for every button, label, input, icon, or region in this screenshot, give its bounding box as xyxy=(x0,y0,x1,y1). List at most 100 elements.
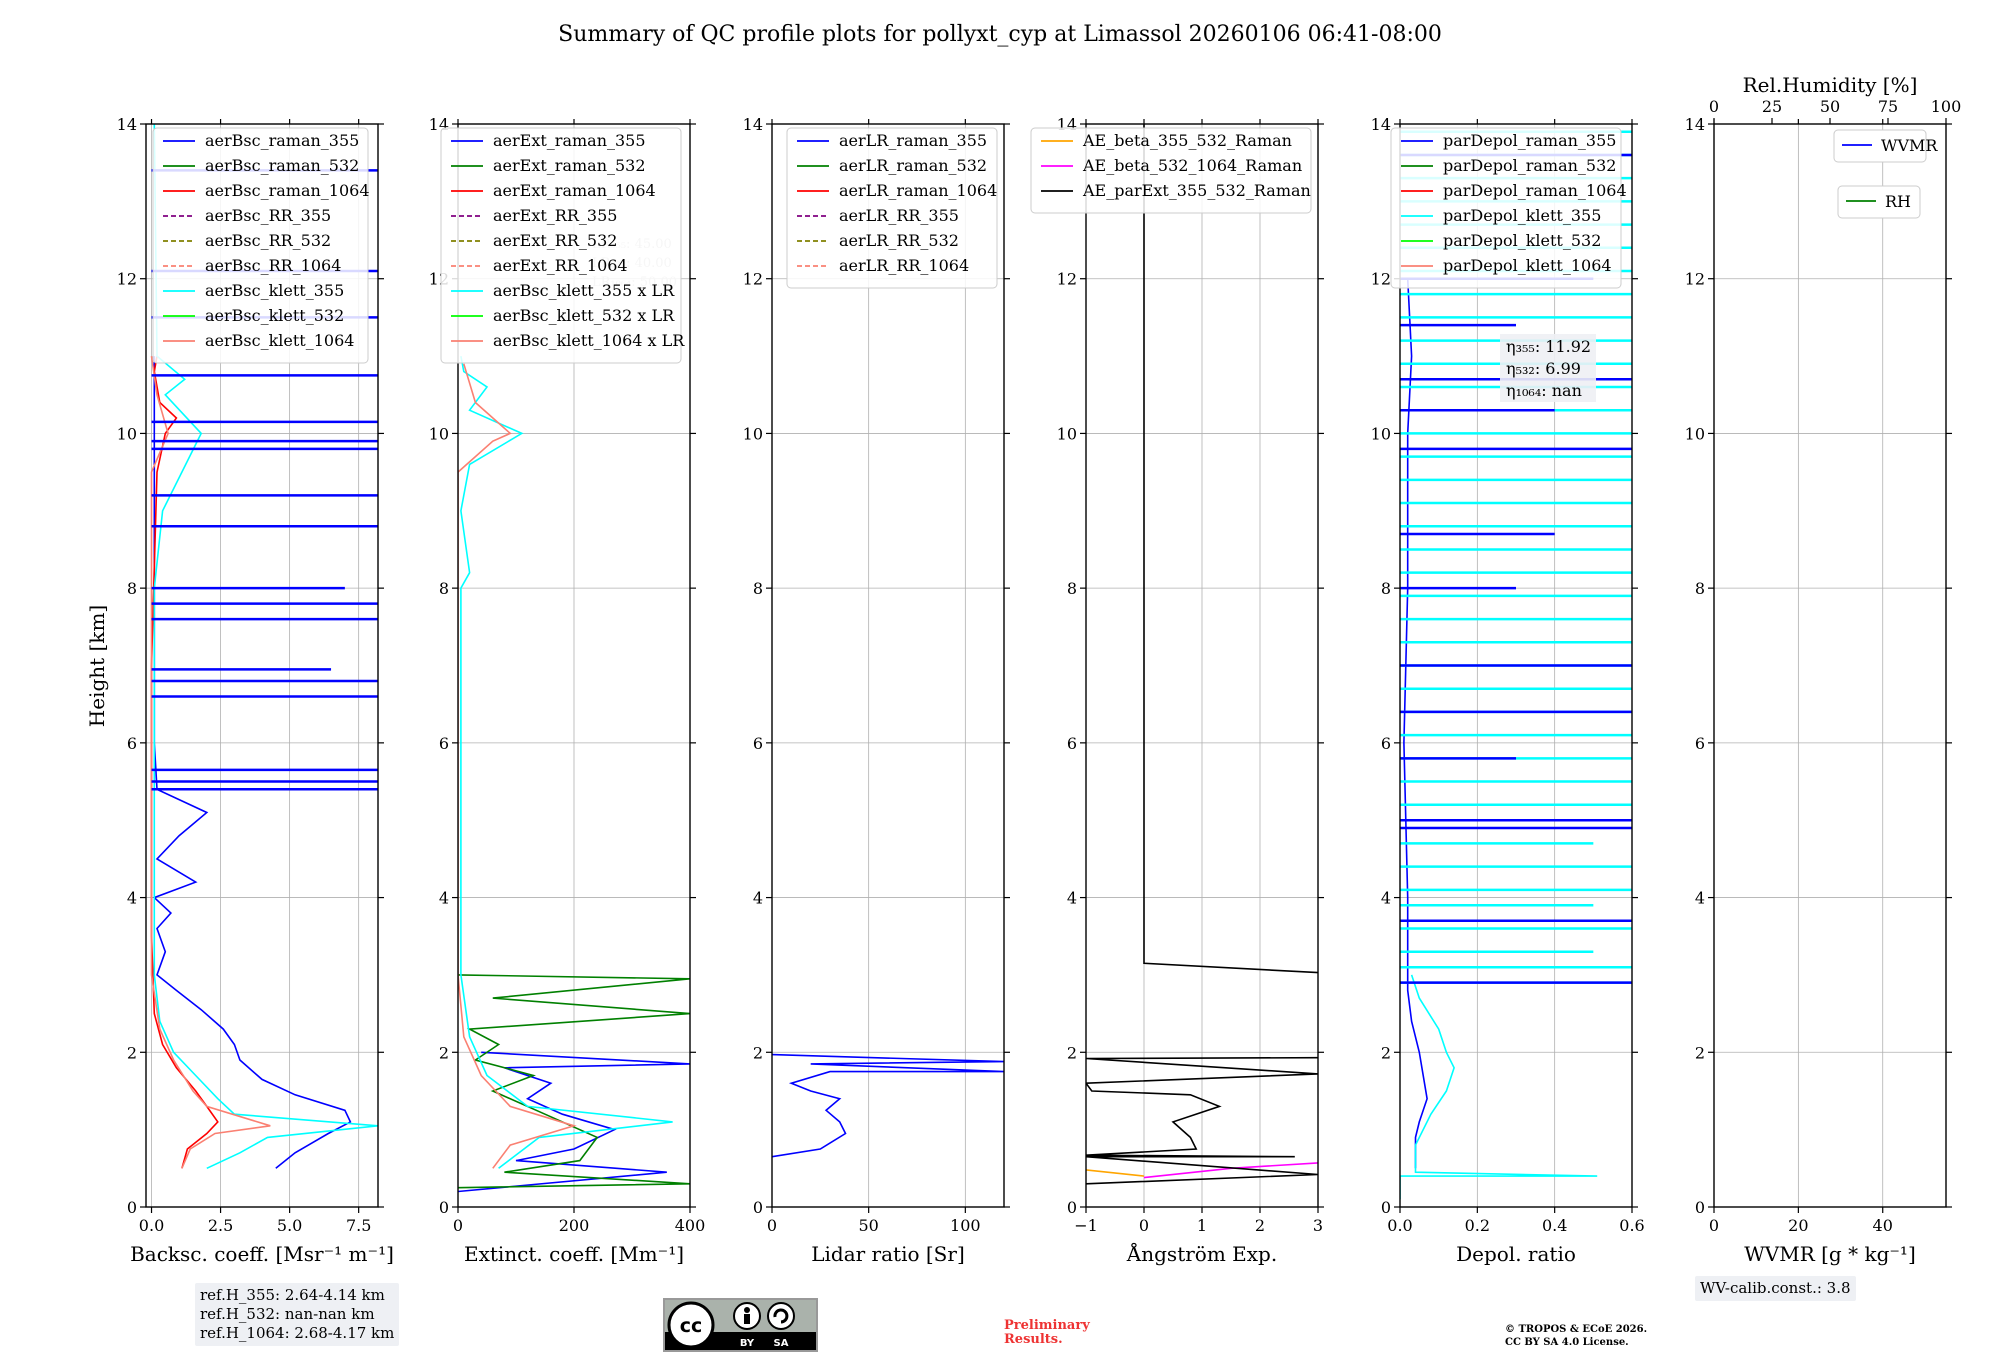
series-line xyxy=(153,124,378,1170)
ref-h-532: ref.H_532: nan-nan km xyxy=(200,1305,375,1323)
y-tick-label: 14 xyxy=(1371,115,1391,134)
y-tick-label: 6 xyxy=(1067,734,1077,753)
legend-label: aerExt_RR_1064 xyxy=(493,256,628,275)
data-layer xyxy=(1086,124,1318,1185)
x-tick-label: 40 xyxy=(1873,1216,1893,1235)
y-tick-label: 8 xyxy=(439,579,449,598)
legend-label: RH xyxy=(1885,192,1911,211)
y-tick-label: 4 xyxy=(1695,889,1705,908)
copyright-line-1: © TROPOS & ECoE 2026. xyxy=(1505,1324,1648,1335)
series-line xyxy=(150,355,219,1169)
y-tick-label: 4 xyxy=(127,889,137,908)
legend-label: aerBsc_raman_1064 xyxy=(205,181,370,200)
x-tick-label: 2 xyxy=(1255,1216,1265,1235)
x-tick-label: 0 xyxy=(1709,1216,1719,1235)
legend-label: aerBsc_RR_1064 xyxy=(205,256,341,275)
ref-h-1064: ref.H_1064: 2.68-4.17 km xyxy=(200,1324,395,1342)
data-layer xyxy=(1400,130,1632,1200)
top-axis-label: Rel.Humidity [%] xyxy=(1743,73,1918,97)
axes-frame xyxy=(1399,123,1633,1208)
x-tick-label: 50 xyxy=(858,1216,878,1235)
legend-frame xyxy=(786,127,998,289)
data-layer xyxy=(150,124,378,1170)
legend-label: aerLR_raman_1064 xyxy=(839,181,997,200)
prelim-line-1: Preliminary xyxy=(1004,1318,1090,1333)
series-line xyxy=(1143,124,1318,974)
legend-label: aerLR_raman_355 xyxy=(839,131,987,150)
prelim-line-2: Results. xyxy=(1004,1332,1063,1347)
legend-label: aerBsc_klett_532 xyxy=(205,306,344,325)
copyright-line-2: CC BY SA 4.0 License. xyxy=(1505,1337,1629,1348)
legend-label: AE_beta_532_1064_Raman xyxy=(1082,156,1302,175)
y-tick-label: 10 xyxy=(1371,424,1391,443)
x-tick-label: 20 xyxy=(1788,1216,1808,1235)
legend: parDepol_raman_355 parDepol_raman_532 parD… xyxy=(1390,127,1627,289)
x-tick-label: 400 xyxy=(675,1216,706,1235)
y-tick-label: 6 xyxy=(127,734,137,753)
y-tick-label: 6 xyxy=(439,734,449,753)
legend-label: parDepol_raman_1064 xyxy=(1443,181,1627,200)
x-tick-label: 0 xyxy=(453,1216,463,1235)
legend-label: aerBsc_klett_532 x LR xyxy=(493,306,675,325)
legend-label: aerLR_RR_1064 xyxy=(839,256,969,275)
x-tick-label: 0.6 xyxy=(1619,1216,1644,1235)
series-line xyxy=(152,356,352,1169)
svg-text:cc: cc xyxy=(680,1315,703,1337)
axes-frame xyxy=(771,123,1005,1208)
x-tick-label: 0 xyxy=(1139,1216,1149,1235)
eta-note: η₁₀₆₄: nan xyxy=(1506,381,1582,400)
x-axis-label: Ångström Exp. xyxy=(1126,1241,1277,1266)
data-layer xyxy=(772,1053,1004,1158)
legend-label: aerExt_RR_532 xyxy=(493,231,617,250)
y-tick-label: 12 xyxy=(1371,270,1391,289)
y-tick-label: 0 xyxy=(753,1198,763,1217)
y-tick-label: 14 xyxy=(1685,115,1705,134)
x-tick-label: 0.0 xyxy=(139,1216,164,1235)
y-tick-label: 6 xyxy=(1695,734,1705,753)
series-line xyxy=(1086,1056,1318,1185)
cc-by-label: BY xyxy=(740,1338,755,1349)
y-tick-label: 2 xyxy=(1695,1043,1705,1062)
top-tick-label: 100 xyxy=(1931,97,1962,116)
y-tick-label: 8 xyxy=(1067,579,1077,598)
y-tick-label: 12 xyxy=(1685,270,1705,289)
panel-lidar_ratio: 0 50 100 0 2 4 6 8 10 12 14 Lidar ratio [Sr] aerLR_r… xyxy=(743,115,1010,1266)
x-tick-label: 0 xyxy=(767,1216,777,1235)
y-tick-label: 2 xyxy=(1067,1043,1077,1062)
legend-label: aerExt_raman_355 xyxy=(493,131,646,150)
y-tick-label: 10 xyxy=(1057,424,1077,443)
top-tick-label: 0 xyxy=(1709,97,1719,116)
legend-label: AE_beta_355_532_Raman xyxy=(1082,131,1292,150)
wv-calib-box: WV-calib.const.: 3.8 xyxy=(1695,1276,1856,1301)
top-tick-label: 50 xyxy=(1820,97,1840,116)
y-tick-label: 2 xyxy=(439,1043,449,1062)
x-axis-label: Depol. ratio xyxy=(1456,1242,1576,1266)
cc-license-badge[interactable]: cc BY SA xyxy=(663,1298,818,1352)
legend: aerLR_raman_355 aerLR_raman_532 aerLR_rama… xyxy=(786,127,998,289)
y-tick-label: 0 xyxy=(1695,1198,1705,1217)
x-tick-label: 3 xyxy=(1313,1216,1323,1235)
top-tick-label: 75 xyxy=(1878,97,1898,116)
y-tick-label: 0 xyxy=(1381,1198,1391,1217)
series-line xyxy=(1403,278,1428,1169)
y-tick-label: 12 xyxy=(1057,270,1077,289)
x-axis-label: Backsc. coeff. [Msr⁻¹ m⁻¹] xyxy=(130,1242,394,1266)
x-tick-label: 5.0 xyxy=(277,1216,302,1235)
y-tick-label: 4 xyxy=(1067,889,1077,908)
y-tick-label: 14 xyxy=(743,115,763,134)
eta-notes: η₃₅₅: 11.92 η₅₃₂: 6.99 η₁₀₆₄: nan xyxy=(1500,334,1596,402)
legend-label: parDepol_raman_355 xyxy=(1443,131,1616,150)
legend-label: parDepol_klett_355 xyxy=(1443,206,1601,225)
legend-label: parDepol_raman_532 xyxy=(1443,156,1616,175)
x-tick-label: 200 xyxy=(559,1216,590,1235)
legend: aerBsc_raman_355 aerBsc_raman_532 aerBsc_r… xyxy=(152,127,370,364)
legend-frame xyxy=(1833,129,1927,163)
y-axis-label: Height [km] xyxy=(85,605,109,727)
y-tick-label: 0 xyxy=(1067,1198,1077,1217)
panel-backscatter: 0.0 2.5 5.0 7.5 0 2 4 6 8 10 12 14 Backsc. coeff. [M… xyxy=(117,115,394,1266)
y-tick-label: 2 xyxy=(127,1043,137,1062)
x-tick-label: 0.4 xyxy=(1542,1216,1567,1235)
legend-label: aerLR_RR_532 xyxy=(839,231,959,250)
x-tick-label: 7.5 xyxy=(346,1216,371,1235)
